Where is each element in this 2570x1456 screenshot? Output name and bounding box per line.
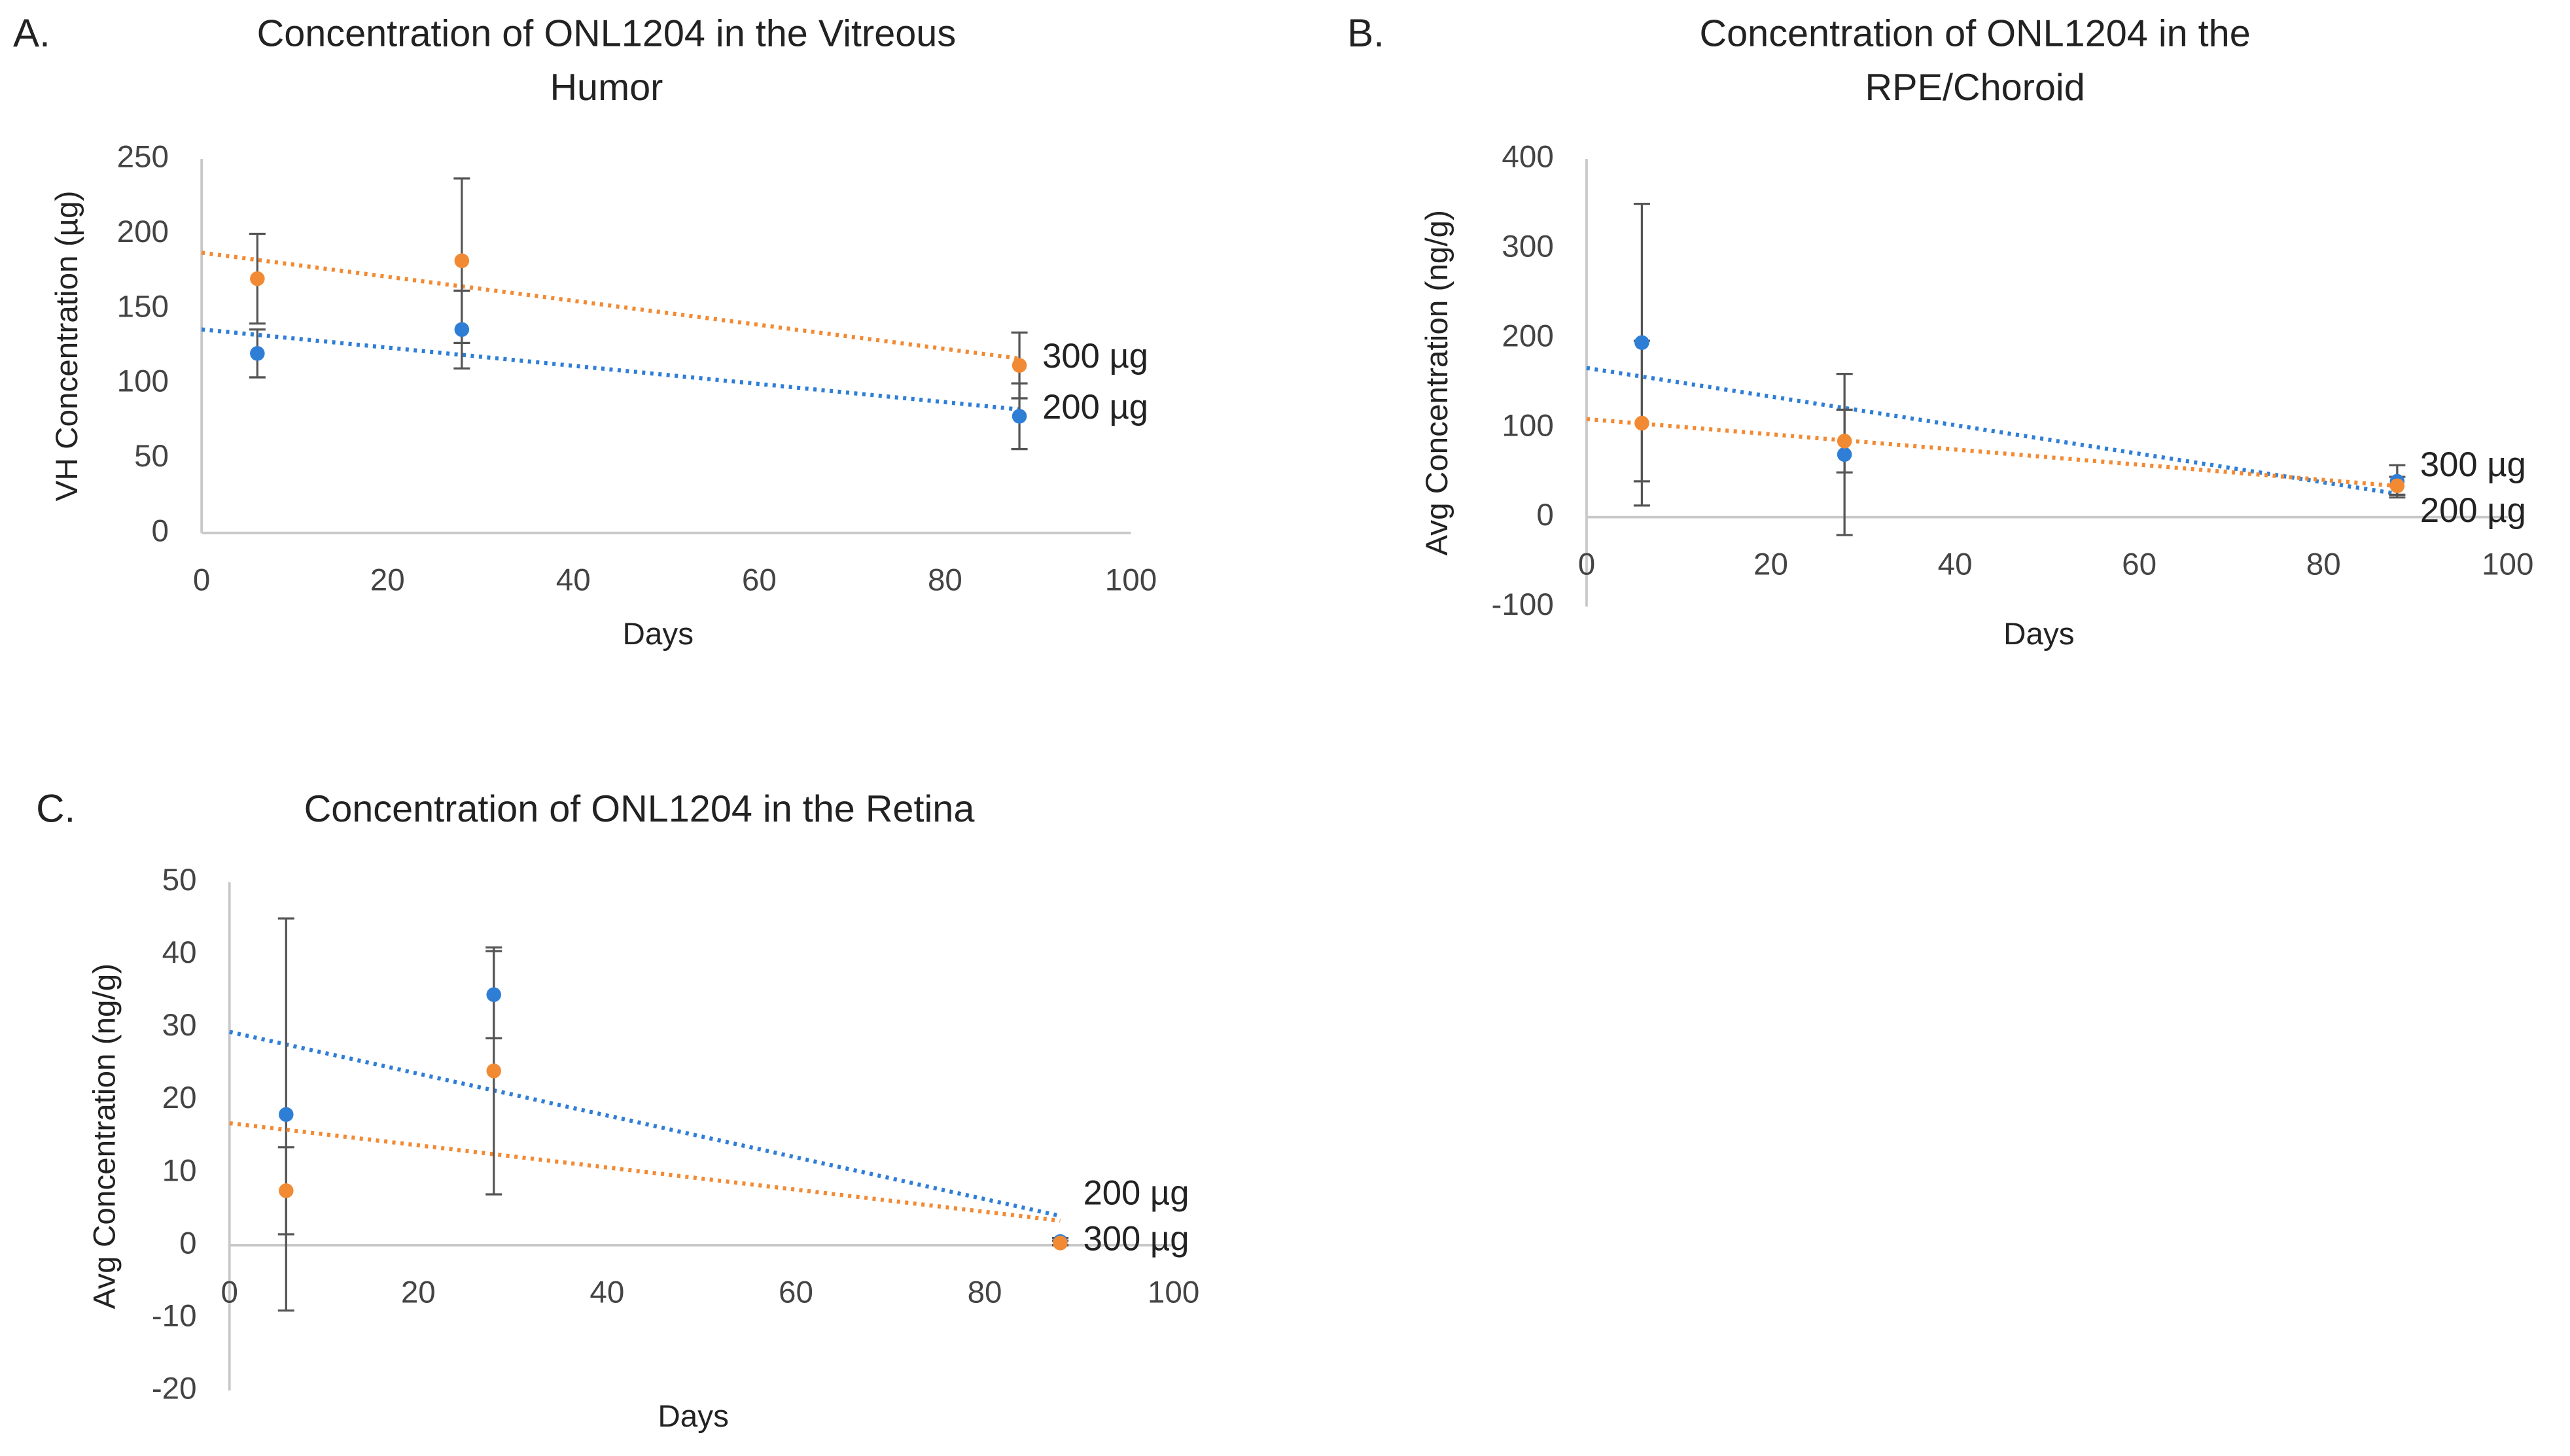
x-tick-label: 0 [193,563,210,597]
data-point [250,346,265,361]
data-point [486,1063,502,1079]
data-point [1837,434,1852,449]
trendline [229,1121,1061,1223]
series-label: 200 µg [1083,1173,1189,1212]
x-tick-label: 40 [590,1275,624,1309]
y-tick-label: 0 [179,1226,196,1260]
y-tick-label: 50 [162,863,197,897]
chart-title: Concentration of ONL1204 in the Retina [304,788,976,830]
x-tick-label: 20 [370,563,405,597]
y-tick-label: 10 [162,1153,197,1188]
data-point [2389,478,2405,494]
y-tick-label: 50 [134,439,169,474]
series-label: 300 µg [1083,1220,1189,1258]
y-tick-label: 20 [162,1081,197,1115]
x-tick-label: 100 [1148,1275,1199,1309]
data-point [1634,415,1649,431]
y-axis-label: VH Concentration (µg) [50,191,84,502]
x-tick-label: 100 [2482,547,2533,581]
x-axis-label: Days [623,617,694,651]
data-point [279,1107,294,1122]
y-tick-label: 0 [1536,498,1553,532]
data-point [279,1183,294,1198]
y-tick-label: 150 [117,289,169,324]
chart-title: RPE/Choroid [1865,67,2085,109]
y-tick-label: 100 [1502,408,1553,443]
y-tick-label: 200 [1502,319,1553,353]
trendline [229,1030,1061,1218]
series-label: 300 µg [2420,445,2526,484]
data-point [1012,409,1027,424]
y-tick-label: 30 [162,1008,197,1043]
series-label: 200 µg [2420,491,2526,530]
y-axis-label: Avg Concentration (ng/g) [87,963,122,1309]
x-tick-label: 20 [1753,547,1788,581]
x-tick-label: 80 [968,1275,1002,1309]
chart-title: Concentration of ONL1204 in the [1700,12,2251,54]
chart-title: Concentration of ONL1204 in the Vitreous [257,12,957,54]
y-tick-label: 200 [117,215,169,249]
x-tick-label: 100 [1105,563,1157,597]
y-tick-label: -20 [152,1371,197,1406]
trendline [201,327,1020,412]
x-tick-label: 80 [2306,547,2341,581]
data-point [486,987,502,1002]
data-point [1012,358,1027,373]
panel-label: B. [1347,11,1384,55]
x-tick-label: 20 [401,1275,436,1309]
y-axis-label: Avg Concentration (ng/g) [1420,210,1454,556]
x-tick-label: 0 [220,1275,238,1309]
data-point [454,253,470,268]
trendline [1586,366,2398,496]
x-tick-label: 80 [928,563,962,597]
y-tick-label: 300 [1502,230,1553,264]
data-point [1053,1236,1068,1251]
trendline [201,251,1020,361]
panel-label: A. [13,11,50,55]
x-tick-label: 60 [742,563,777,597]
data-point [250,271,265,286]
x-tick-label: 0 [1578,547,1595,581]
x-tick-label: 40 [556,563,591,597]
y-tick-label: 100 [117,364,169,399]
panel-label: C. [36,787,75,831]
data-point [1837,447,1852,462]
x-tick-label: 40 [1938,547,1973,581]
y-tick-label: 400 [1502,140,1553,175]
x-axis-label: Days [658,1399,728,1434]
y-tick-label: 250 [117,140,169,175]
x-axis-label: Days [2003,617,2074,651]
y-tick-label: -100 [1492,587,1554,622]
y-tick-label: 40 [162,935,197,970]
series-label: 200 µg [1042,388,1148,426]
x-tick-label: 60 [2122,547,2156,581]
x-tick-label: 60 [779,1275,813,1309]
series-label: 300 µg [1042,337,1148,375]
y-tick-label: -10 [152,1298,197,1333]
chart-title: Humor [550,67,663,109]
data-point [454,322,470,338]
data-point [1634,335,1649,351]
y-tick-label: 0 [152,513,169,548]
